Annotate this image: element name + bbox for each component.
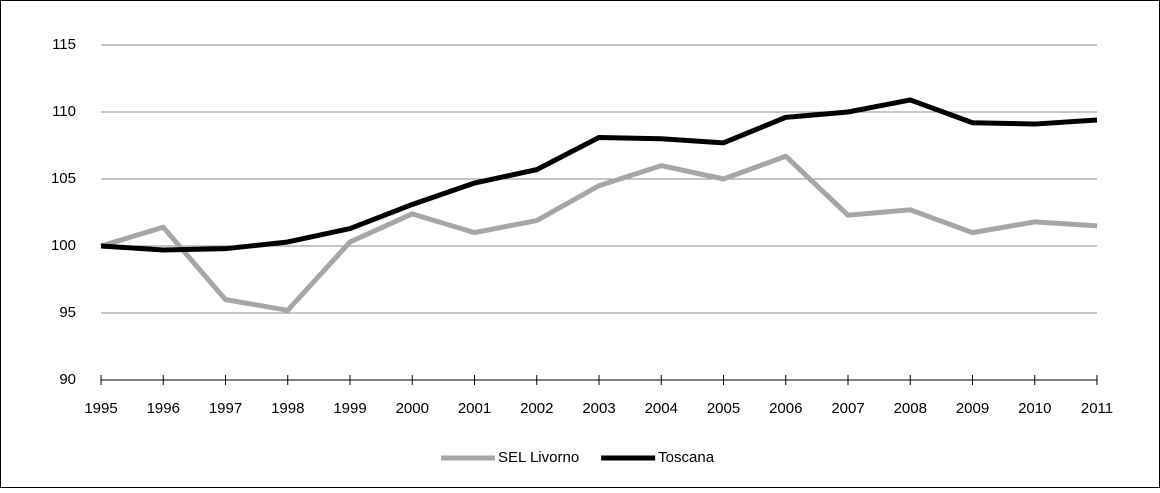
x-tick-label: 2006 <box>769 400 802 417</box>
x-tick-label: 1999 <box>333 400 366 417</box>
x-tick-label: 2011 <box>1081 400 1113 417</box>
x-tick-label: 1998 <box>271 400 304 417</box>
y-tick-label: 105 <box>51 170 76 187</box>
x-tick-label: 1995 <box>84 400 117 417</box>
y-tick-label: 100 <box>51 237 76 254</box>
y-tick-label: 110 <box>52 103 76 120</box>
x-tick-label: 2010 <box>1018 400 1051 417</box>
x-tick-label: 2009 <box>956 400 989 417</box>
y-tick-label: 115 <box>52 36 76 53</box>
y-tick-label: 90 <box>59 371 76 388</box>
x-tick-label: 2001 <box>458 400 491 417</box>
x-tick-label: 2002 <box>520 400 553 417</box>
x-tick-label: 1997 <box>209 400 242 417</box>
x-tick-label: 2005 <box>707 400 740 417</box>
x-tick-label: 1996 <box>147 400 180 417</box>
y-tick-label: 95 <box>59 304 76 321</box>
x-tick-label: 2008 <box>894 400 927 417</box>
x-tick-label: 2007 <box>831 400 864 417</box>
line <box>100 153 1098 313</box>
legend-label: Toscana <box>658 449 715 466</box>
x-tick-label: 2000 <box>396 400 429 417</box>
line <box>100 97 1098 253</box>
x-tick-label: 2004 <box>645 400 678 417</box>
legend-label: SEL Livorno <box>498 449 579 466</box>
x-tick-label: 2003 <box>582 400 615 417</box>
